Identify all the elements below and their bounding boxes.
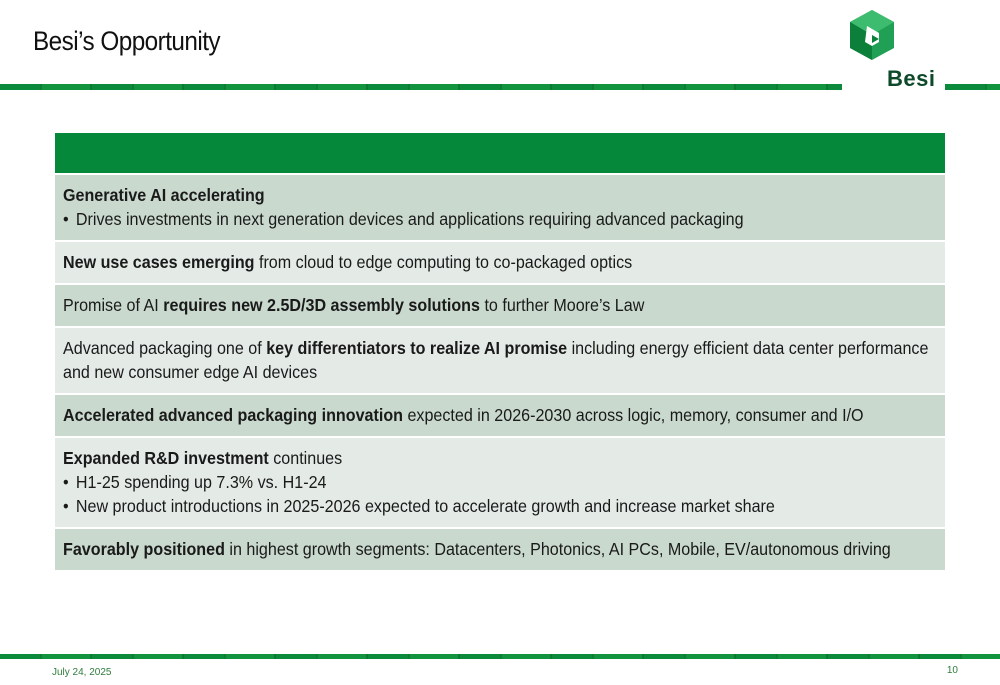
opportunity-table: Generative AI accelerating Drives invest… bbox=[55, 133, 945, 570]
row-bold: Expanded R&D investment bbox=[63, 448, 269, 468]
bullet-item: H1-25 spending up 7.3% vs. H1-24 bbox=[63, 470, 931, 494]
table-row: Generative AI accelerating Drives invest… bbox=[55, 173, 945, 240]
row-bold: Favorably positioned bbox=[63, 539, 225, 559]
row-pre: Advanced packaging one of bbox=[63, 338, 267, 358]
row-pre: Promise of AI bbox=[63, 295, 164, 315]
row-text: expected in 2026-2030 across logic, memo… bbox=[402, 405, 864, 425]
footer-date: July 24, 2025 bbox=[52, 667, 112, 678]
row-bold: requires new 2.5D/3D assembly solutions bbox=[163, 295, 480, 315]
bullet-item: Drives investments in next generation de… bbox=[63, 207, 931, 231]
row-bold: key differentiators to realize AI promis… bbox=[266, 338, 568, 358]
row-text: continues bbox=[268, 448, 343, 468]
row-text: to further Moore’s Law bbox=[479, 295, 645, 315]
besi-logo-icon bbox=[850, 10, 894, 60]
row-bold: Accelerated advanced packaging innovatio… bbox=[63, 405, 403, 425]
row-text: including energy efficient data center p… bbox=[63, 338, 929, 382]
row-text: in highest growth segments: Datacenters,… bbox=[224, 539, 891, 559]
bullet-item: New product introductions in 2025-2026 e… bbox=[63, 494, 931, 518]
row-text: from cloud to edge computing to co-packa… bbox=[254, 252, 633, 272]
header-rule-right bbox=[945, 84, 1000, 90]
table-row: Expanded R&D investment continues H1-25 … bbox=[55, 436, 945, 527]
slide-title: Besi’s Opportunity bbox=[33, 26, 221, 56]
row-bold: Generative AI accelerating bbox=[63, 185, 265, 205]
table-row: Favorably positioned in highest growth s… bbox=[55, 527, 945, 570]
table-header-bar bbox=[55, 133, 945, 173]
header-rule-left bbox=[0, 84, 842, 90]
besi-logo-text: Besi bbox=[887, 66, 936, 91]
table-row: Advanced packaging one of key differenti… bbox=[55, 326, 945, 393]
table-row: New use cases emerging from cloud to edg… bbox=[55, 240, 945, 283]
footer-rule bbox=[0, 654, 1000, 659]
row-bold: New use cases emerging bbox=[63, 252, 255, 272]
table-row: Promise of AI requires new 2.5D/3D assem… bbox=[55, 283, 945, 326]
page-number: 10 bbox=[946, 665, 958, 676]
table-row: Accelerated advanced packaging innovatio… bbox=[55, 393, 945, 436]
